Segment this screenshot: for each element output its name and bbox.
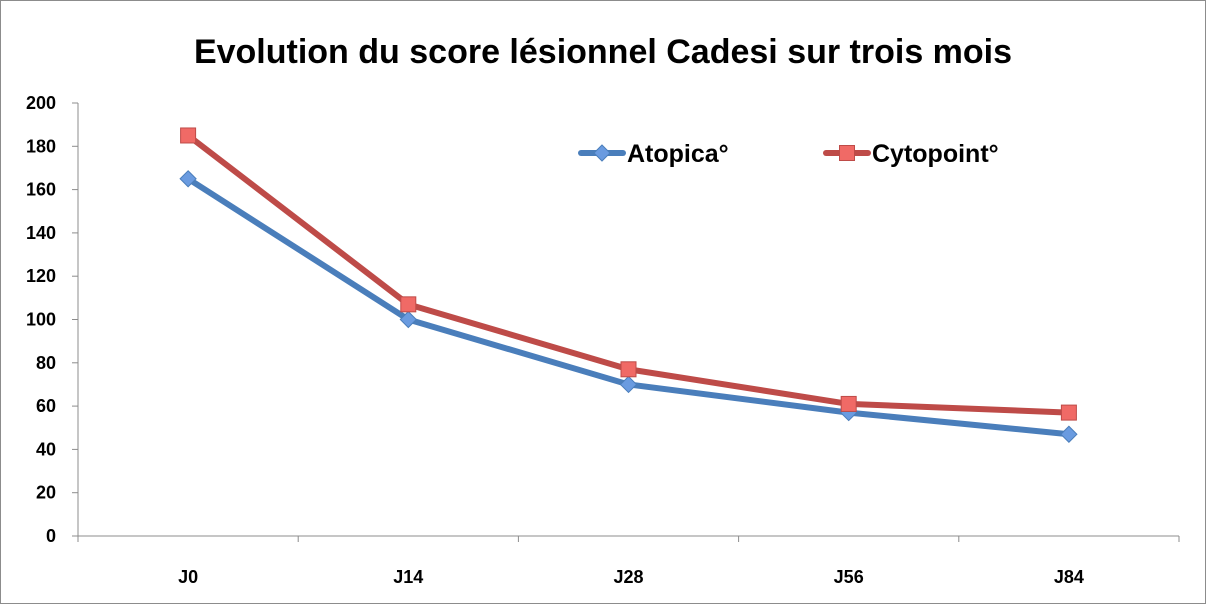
y-tick-label: 80 bbox=[36, 353, 56, 373]
y-tick-label: 180 bbox=[26, 136, 56, 156]
legend-marker-0 bbox=[593, 144, 611, 162]
y-tick-label: 120 bbox=[26, 266, 56, 286]
series-line-0 bbox=[185, 175, 1072, 438]
x-tick-label: J0 bbox=[178, 567, 198, 587]
diamond-marker bbox=[1060, 425, 1078, 443]
y-tick-label: 160 bbox=[26, 180, 56, 200]
x-tick-label: J14 bbox=[393, 567, 423, 587]
legend-label-1: Cytopoint° bbox=[872, 140, 999, 168]
legend-label-0: Atopica° bbox=[627, 140, 729, 168]
axes: 0 20 40 60 80 100 120 140 160 180 200 J0 J14 J28 J56 J8… bbox=[26, 93, 1180, 587]
square-marker bbox=[400, 296, 417, 313]
y-tick-label: 100 bbox=[26, 310, 56, 330]
x-tick-label: J28 bbox=[613, 567, 643, 587]
y-tick-label: 40 bbox=[36, 439, 56, 459]
diamond-marker bbox=[179, 170, 197, 188]
y-tick-label: 140 bbox=[26, 223, 56, 243]
chart-title: Evolution du score lésionnel Cadesi sur … bbox=[194, 33, 1012, 71]
diamond-marker bbox=[399, 310, 418, 329]
square-marker bbox=[840, 395, 857, 412]
y-tick-label: 20 bbox=[36, 483, 56, 503]
y-tick-label: 200 bbox=[26, 93, 56, 113]
y-tick-label: 60 bbox=[36, 396, 56, 416]
x-tick-label: J84 bbox=[1054, 567, 1084, 587]
square-marker bbox=[1060, 404, 1077, 421]
square-marker bbox=[180, 127, 197, 144]
y-tick-label: 0 bbox=[46, 526, 56, 546]
diamond-marker bbox=[619, 375, 638, 394]
legend: Atopica° Cytopoint° bbox=[578, 140, 999, 168]
square-marker bbox=[620, 361, 637, 378]
series-group bbox=[179, 127, 1078, 443]
legend-marker-1 bbox=[839, 145, 855, 161]
x-tick-label: J56 bbox=[834, 567, 864, 587]
